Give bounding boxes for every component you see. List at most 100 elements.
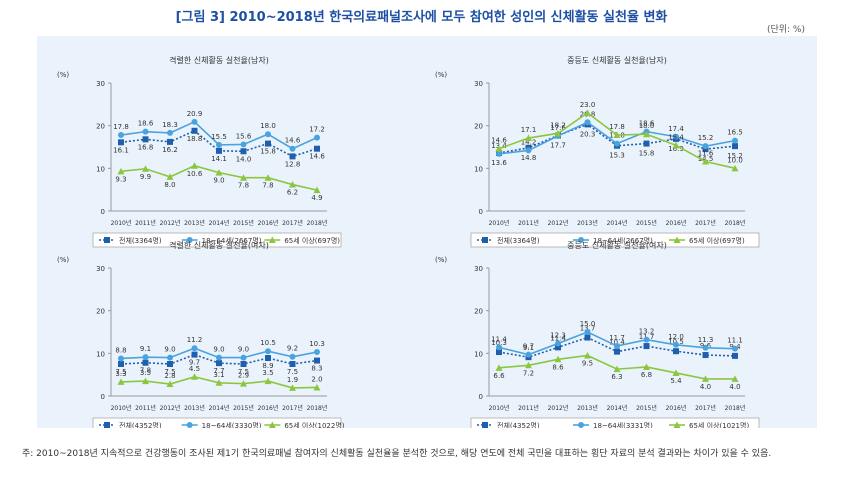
chart-3: 격렬한 신체활동 실천율(여자) (%) 0 10 20 30 2010년 2011년 2012… (57, 240, 345, 428)
data-point (731, 164, 739, 172)
x-tick-label: 2016년 (258, 404, 279, 412)
data-point (240, 174, 247, 181)
y-tick-label: 20 (474, 123, 483, 131)
data-point (215, 379, 223, 386)
y-tick-label: 0 (101, 208, 105, 216)
data-point (555, 344, 561, 351)
figure-title: [그림 3] 2010~2018년 한국의료패널조사에 모두 참여한 성인의 신… (175, 10, 668, 25)
data-point (117, 378, 125, 385)
data-label: 11.1 (727, 337, 743, 345)
chart-1: 격렬한 신체활동 실천율(남자) (%) 0 10 20 30 2010년 2011년 2012… (57, 55, 342, 248)
data-point (672, 141, 680, 149)
data-point (240, 141, 247, 148)
data-label: 9.1 (523, 344, 534, 352)
data-point (672, 369, 680, 376)
data-label: 12.0 (668, 333, 684, 341)
data-label: 15.4 (668, 133, 684, 141)
x-tick-label: 2010년 (489, 219, 510, 227)
data-label: 3.1 (213, 371, 224, 379)
data-point (313, 383, 321, 391)
data-label: 10.5 (260, 339, 276, 347)
data-point (496, 349, 502, 356)
data-point (142, 136, 149, 143)
data-point (525, 351, 532, 358)
legend-label: 65세 이상(697명) (284, 236, 340, 245)
data-label: 6.8 (641, 371, 652, 379)
y-tick-label: 30 (96, 80, 105, 88)
footnote: 주: 2010~2018년 지속적으로 건강행동이 조사된 제1기 한국의료패널… (22, 449, 772, 459)
data-label: 18.2 (550, 121, 566, 129)
data-label: 3.5 (140, 369, 151, 377)
data-label: 11.4 (491, 335, 507, 343)
x-tick-label: 2017년 (695, 404, 716, 412)
data-point (240, 148, 247, 155)
data-label: 14.8 (521, 154, 537, 162)
x-tick-label: 2014년 (209, 404, 230, 412)
x-tick-label: 2015년 (233, 219, 254, 227)
data-point (554, 129, 562, 137)
data-point (191, 162, 198, 169)
data-label: 9.0 (164, 346, 175, 354)
legend-marker (104, 237, 110, 243)
data-label: 9.9 (140, 173, 151, 181)
data-point (614, 140, 620, 147)
data-point (584, 334, 591, 341)
legend-marker (578, 422, 584, 428)
data-label: 4.5 (189, 365, 200, 373)
data-point (732, 137, 738, 144)
data-point (702, 375, 709, 382)
x-tick-label: 2010년 (111, 404, 132, 412)
data-label: 14.1 (211, 155, 227, 163)
data-label: 4.0 (729, 383, 740, 391)
y-tick-label: 0 (479, 393, 483, 401)
data-point (614, 343, 620, 350)
legend-marker (268, 421, 276, 428)
data-label: 7.5 (164, 368, 175, 376)
data-label: 17.4 (668, 125, 684, 133)
data-label: 10.6 (187, 170, 203, 178)
data-label: 10.3 (491, 339, 507, 347)
data-point (118, 355, 124, 362)
data-label: 16.1 (113, 146, 129, 154)
data-label: 12.8 (285, 160, 301, 168)
data-point (118, 361, 124, 367)
chart-2: 중등도 신체활동 실천율(남자) (%) 0 10 20 30 2010년 2011년 2012… (435, 55, 760, 248)
data-point (118, 132, 124, 139)
data-point (732, 345, 738, 352)
data-label: 8.8 (115, 346, 126, 354)
x-tick-label: 2012년 (160, 219, 181, 227)
data-label: 10.0 (727, 156, 743, 164)
data-point (702, 352, 709, 359)
data-point (643, 130, 650, 138)
chart-title: 격렬한 신체활동 실천율(남자) (169, 55, 269, 65)
legend-marker (578, 237, 584, 243)
legend-box (470, 417, 760, 428)
x-tick-label: 2018년 (307, 404, 328, 412)
x-tick-label: 2016년 (666, 404, 687, 412)
data-point (289, 353, 296, 360)
data-label: 9.7 (189, 359, 200, 367)
data-point (643, 363, 650, 370)
data-point (673, 133, 679, 140)
data-label: 7.8 (262, 182, 273, 190)
data-point (495, 145, 503, 152)
data-label: 9.0 (213, 346, 224, 354)
data-point (732, 352, 738, 359)
x-tick-label: 2013년 (184, 219, 205, 227)
unit-label: (단위: %) (766, 25, 805, 35)
data-label: 17.1 (521, 126, 537, 134)
data-label: 14.6 (309, 153, 325, 161)
data-label: 10.3 (309, 340, 325, 348)
data-label: 8.6 (552, 363, 564, 371)
x-tick-label: 2011년 (518, 404, 539, 412)
data-point (216, 360, 222, 367)
chart-title: 격렬한 신체활동 실천율(여자) (169, 240, 269, 250)
x-tick-label: 2013년 (184, 404, 205, 412)
data-point (264, 377, 272, 385)
data-point (118, 139, 124, 146)
data-point (496, 344, 502, 351)
data-label: 20.3 (580, 130, 596, 138)
data-label: 3.5 (262, 369, 273, 377)
data-point (732, 143, 738, 150)
x-tick-label: 2012년 (548, 404, 569, 412)
